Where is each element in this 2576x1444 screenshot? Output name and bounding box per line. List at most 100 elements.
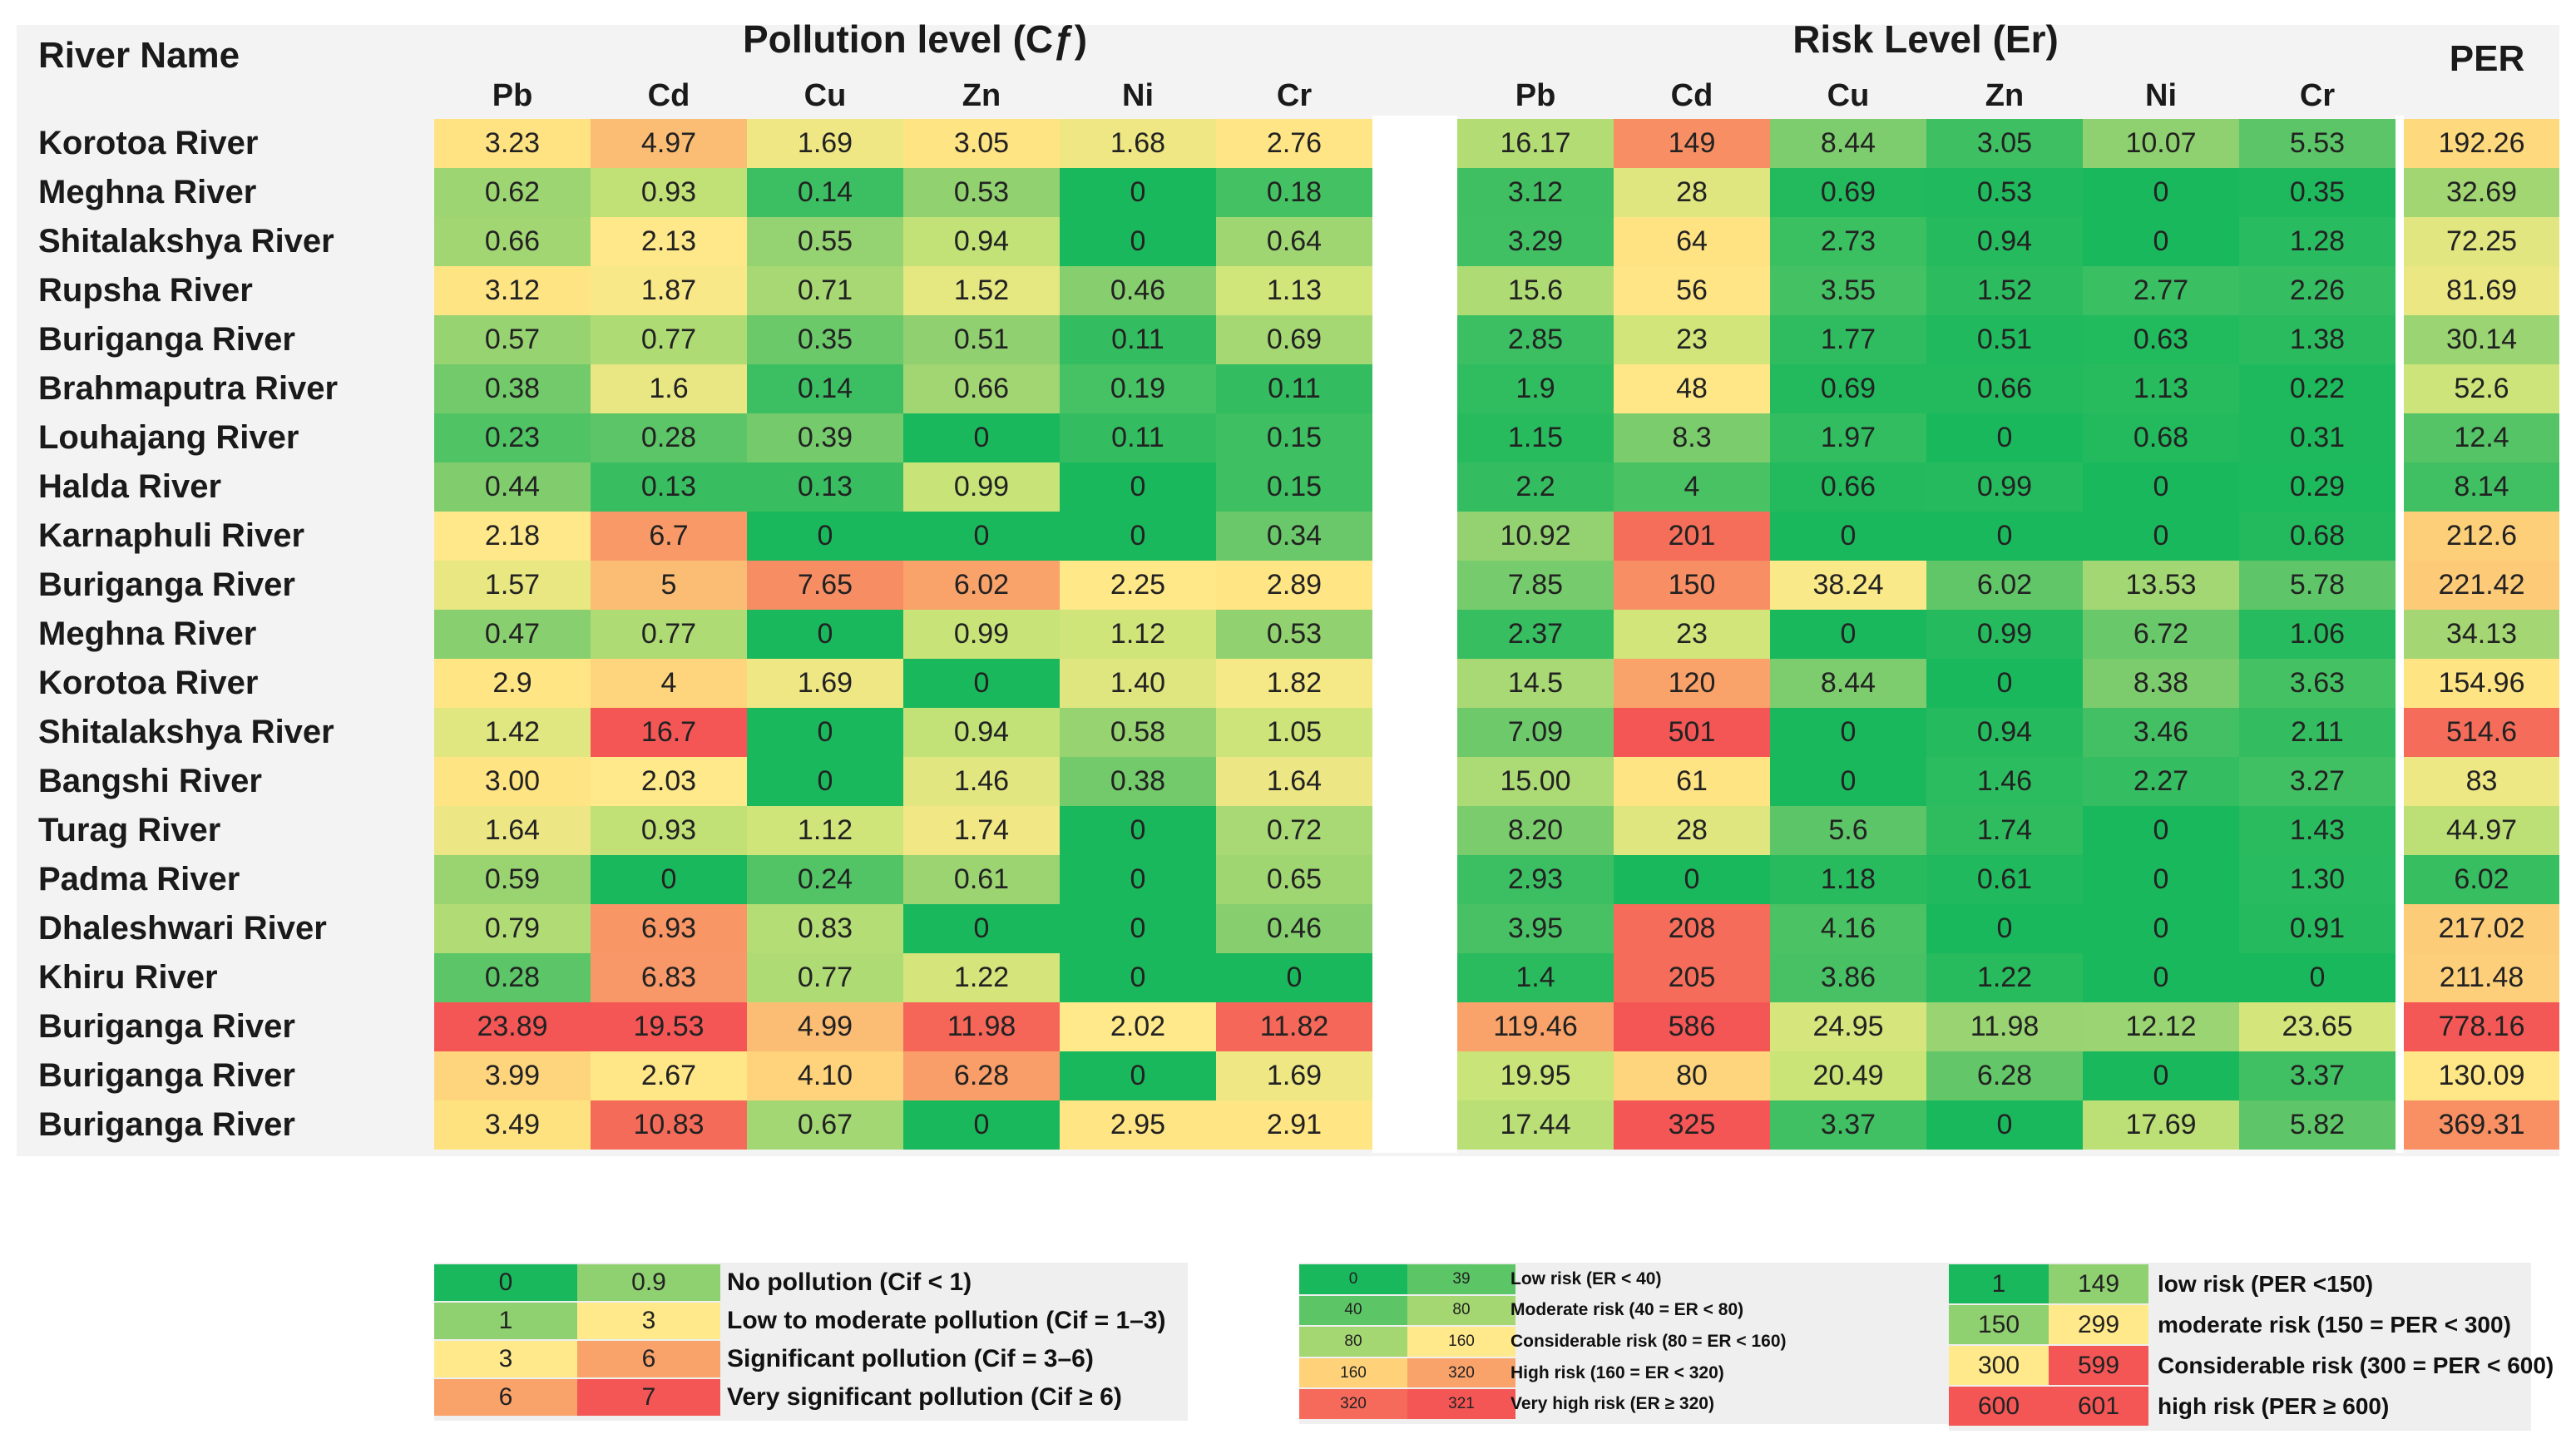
er-cell: 586 [1614, 1002, 1770, 1051]
er-cell: 0 [2083, 806, 2239, 855]
er-cell: 28 [1614, 168, 1770, 217]
er-cell: 23 [1614, 610, 1770, 659]
river-name: Rupsha River [38, 272, 253, 309]
er-cell: 5.53 [2239, 119, 2396, 168]
legend-cf-label: Significant pollution (Cif = 3–6) [727, 1345, 1094, 1372]
er-cell: 119.46 [1457, 1002, 1614, 1051]
cf-cell: 0.72 [1216, 806, 1372, 855]
per-cell: 212.6 [2404, 512, 2559, 561]
er-cell: 325 [1614, 1100, 1770, 1150]
er-cell: 0 [1926, 413, 2083, 462]
legend-cf-label: Very significant pollution (Cif ≥ 6) [727, 1383, 1122, 1411]
er-cell: 149 [1614, 119, 1770, 168]
er-cell: 6.02 [1926, 561, 2083, 610]
er-cell: 48 [1614, 364, 1770, 413]
per-cell: 6.02 [2404, 855, 2559, 904]
legend-er-swatch-low: 160 [1299, 1357, 1407, 1388]
cf-cell: 0 [1060, 855, 1216, 904]
cf-cell: 0.79 [434, 904, 591, 953]
per-cell: 12.4 [2404, 413, 2559, 462]
cf-cell: 0.67 [747, 1100, 903, 1150]
er-cell: 23.65 [2239, 1002, 2396, 1051]
cf-cell: 1.64 [1216, 757, 1372, 806]
cf-column-header-cr: Cr [1276, 78, 1313, 113]
er-cell: 3.55 [1770, 266, 1926, 315]
cf-cell: 1.52 [903, 266, 1060, 315]
cf-cell: 0.13 [747, 462, 903, 512]
river-name: Buriganga River [38, 1106, 295, 1143]
cf-cell: 0 [747, 708, 903, 757]
cf-cell: 2.89 [1216, 561, 1372, 610]
cf-cell: 0 [903, 1100, 1060, 1150]
er-cell: 10.07 [2083, 119, 2239, 168]
er-cell: 2.73 [1770, 217, 1926, 266]
cf-cell: 3.05 [903, 119, 1060, 168]
cf-cell: 2.76 [1216, 119, 1372, 168]
cf-cell: 3.12 [434, 266, 591, 315]
legend-cf-swatch-low: 1 [434, 1303, 577, 1339]
cf-cell: 0.15 [1216, 462, 1372, 512]
cf-cell: 0.28 [434, 953, 591, 1002]
er-cell: 13.53 [2083, 561, 2239, 610]
er-cell: 1.9 [1457, 364, 1614, 413]
er-cell: 0 [2083, 1051, 2239, 1100]
legend-er-label: Moderate risk (40 = ER < 80) [1510, 1300, 1744, 1320]
er-cell: 0.99 [1926, 610, 2083, 659]
legend-er-swatch-low: 0 [1299, 1264, 1407, 1294]
legend-per-swatch-low: 600 [1949, 1387, 2049, 1426]
er-cell: 2.93 [1457, 855, 1614, 904]
per-cell: 217.02 [2404, 904, 2559, 953]
er-cell: 2.37 [1457, 610, 1614, 659]
er-cell: 2.27 [2083, 757, 2239, 806]
er-cell: 1.46 [1926, 757, 2083, 806]
er-cell: 0.53 [1926, 168, 2083, 217]
er-cell: 15.6 [1457, 266, 1614, 315]
per-cell: 52.6 [2404, 364, 2559, 413]
cf-cell: 0.19 [1060, 364, 1216, 413]
er-cell: 1.97 [1770, 413, 1926, 462]
legend-er-label: Considerable risk (80 = ER < 160) [1510, 1331, 1787, 1351]
er-cell: 0.99 [1926, 462, 2083, 512]
cf-cell: 0.59 [434, 855, 591, 904]
cf-cell: 0.11 [1216, 364, 1372, 413]
er-cell: 8.3 [1614, 413, 1770, 462]
cf-cell: 2.25 [1060, 561, 1216, 610]
cf-cell: 0 [1060, 168, 1216, 217]
cf-cell: 4.10 [747, 1051, 903, 1100]
cf-column-header-zn: Zn [962, 78, 1001, 113]
er-cell: 0.91 [2239, 904, 2396, 953]
cf-cell: 0.11 [1060, 315, 1216, 364]
cf-column-header-pb: Pb [492, 78, 533, 113]
legend-per-swatch-high: 299 [2049, 1305, 2148, 1344]
cf-cell: 0.77 [591, 610, 747, 659]
river-name: Buriganga River [38, 566, 295, 603]
cf-cell: 0.62 [434, 168, 591, 217]
river-name: Padma River [38, 861, 240, 898]
legend-per-label: high risk (PER ≥ 600) [2158, 1392, 2390, 1419]
pollution-group-header: Pollution level (Cƒ) [742, 17, 1088, 61]
er-cell: 0.69 [1770, 168, 1926, 217]
er-cell: 0 [1770, 708, 1926, 757]
cf-cell: 0.58 [1060, 708, 1216, 757]
river-name: Bangshi River [38, 763, 262, 799]
er-cell: 0 [1926, 659, 2083, 708]
er-cell: 8.38 [2083, 659, 2239, 708]
cf-column-header-ni: Ni [1122, 78, 1154, 113]
er-cell: 1.18 [1770, 855, 1926, 904]
cf-cell: 1.12 [747, 806, 903, 855]
per-cell: 221.42 [2404, 561, 2559, 610]
cf-cell: 1.64 [434, 806, 591, 855]
er-cell: 3.86 [1770, 953, 1926, 1002]
cf-cell: 16.7 [591, 708, 747, 757]
er-cell: 0.68 [2083, 413, 2239, 462]
legend-er-swatch-high: 321 [1407, 1389, 1515, 1419]
per-cell: 34.13 [2404, 610, 2559, 659]
legend-er-label: Low risk (ER < 40) [1510, 1268, 1662, 1288]
cf-cell: 0.44 [434, 462, 591, 512]
river-name: Shitalakshya River [38, 223, 334, 260]
per-cell: 32.69 [2404, 168, 2559, 217]
er-cell: 7.85 [1457, 561, 1614, 610]
cf-cell: 0 [1060, 462, 1216, 512]
er-cell: 150 [1614, 561, 1770, 610]
cf-cell: 0.47 [434, 610, 591, 659]
